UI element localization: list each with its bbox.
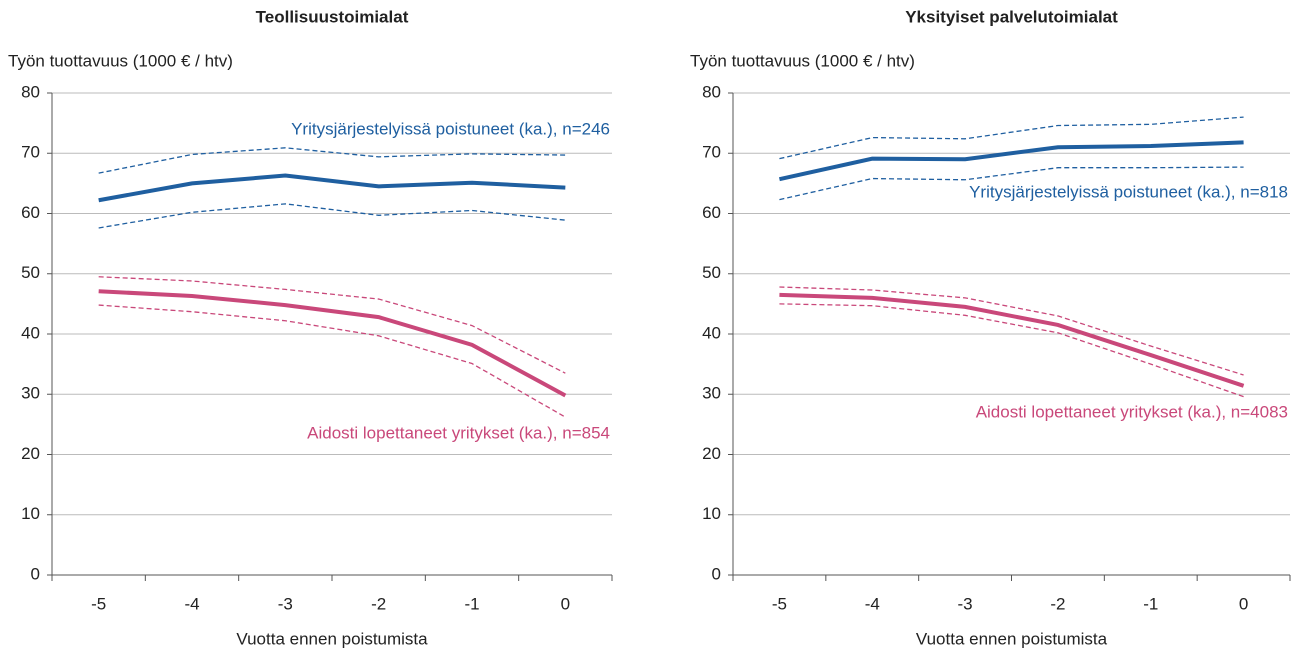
series-line (98, 173, 566, 203)
x-tick-label: -2 (1050, 594, 1065, 613)
y-tick-label: 70 (21, 143, 40, 162)
y-tick-label: 30 (21, 384, 40, 403)
series-line (778, 140, 1244, 182)
y-tick-label: 60 (21, 203, 40, 222)
x-tick-label: -1 (464, 594, 479, 613)
x-tick-label: -5 (772, 594, 787, 613)
series-label: Yritysjärjestelyissä poistuneet (ka.), n… (969, 182, 1288, 201)
y-tick-label: 80 (21, 82, 40, 101)
y-tick-label: 50 (21, 263, 40, 282)
y-tick-label: 0 (712, 564, 721, 583)
y-axis-label: Työn tuottavuus (1000 € / htv) (8, 51, 233, 70)
y-tick-label: 60 (702, 203, 721, 222)
x-axis-label: Vuotta ennen poistumista (236, 629, 428, 648)
confidence-line (779, 116, 1244, 160)
confidence-line (98, 276, 566, 374)
y-tick-label: 20 (702, 444, 721, 463)
y-tick-label: 40 (702, 323, 721, 342)
y-tick-label: 80 (702, 82, 721, 101)
y-tick-label: 20 (21, 444, 40, 463)
confidence-line (779, 166, 1244, 201)
chart-title: Teollisuustoimialat (256, 7, 409, 26)
series-line (779, 292, 1245, 388)
x-tick-label: -2 (371, 594, 386, 613)
confidence-line (98, 304, 566, 418)
series-label: Aidosti lopettaneet yritykset (ka.), n=8… (307, 423, 610, 442)
x-tick-label: 0 (561, 594, 570, 613)
series-line (98, 289, 567, 398)
series-label: Aidosti lopettaneet yritykset (ka.), n=4… (976, 402, 1288, 421)
x-tick-label: -3 (278, 594, 293, 613)
confidence-line (98, 203, 566, 229)
x-tick-label: -4 (865, 594, 880, 613)
series-label: Yritysjärjestelyissä poistuneet (ka.), n… (291, 119, 610, 138)
chart-title: Yksityiset palvelutoimialat (905, 7, 1118, 26)
confidence-line (98, 147, 566, 174)
x-tick-label: -4 (184, 594, 199, 613)
confidence-line (779, 303, 1244, 398)
confidence-line (779, 286, 1244, 376)
y-tick-label: 70 (702, 143, 721, 162)
x-tick-label: 0 (1239, 594, 1248, 613)
y-tick-label: 30 (702, 384, 721, 403)
y-tick-label: 0 (31, 564, 40, 583)
y-axis-label: Työn tuottavuus (1000 € / htv) (690, 51, 915, 70)
x-tick-label: -5 (91, 594, 106, 613)
y-tick-label: 10 (702, 504, 721, 523)
y-tick-label: 50 (702, 263, 721, 282)
y-tick-label: 10 (21, 504, 40, 523)
x-tick-label: -1 (1143, 594, 1158, 613)
x-tick-label: -3 (958, 594, 973, 613)
y-tick-label: 40 (21, 323, 40, 342)
x-axis-label: Vuotta ennen poistumista (916, 629, 1108, 648)
